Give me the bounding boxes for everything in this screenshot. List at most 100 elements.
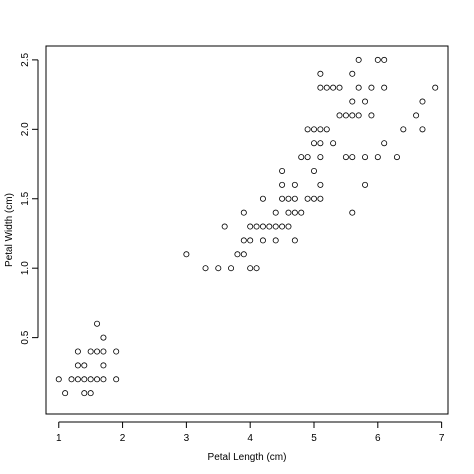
data-point (419, 126, 426, 133)
data-point (234, 251, 241, 258)
y-axis-title: Petal Width (cm) (4, 193, 15, 267)
data-point (400, 126, 407, 133)
data-point (247, 237, 254, 244)
x-tick-label: 4 (247, 433, 253, 444)
data-point (291, 181, 298, 188)
data-point (381, 56, 388, 63)
data-point (100, 362, 107, 369)
y-tick-label: 2.0 (20, 122, 31, 136)
data-point (349, 154, 356, 161)
data-point (342, 154, 349, 161)
data-point (279, 195, 286, 202)
data-point (94, 348, 101, 355)
data-point (266, 223, 273, 230)
data-point (285, 223, 292, 230)
data-point (317, 70, 324, 77)
data-point (419, 98, 426, 105)
data-point (228, 265, 235, 272)
data-point (253, 265, 260, 272)
x-tick-label: 2 (120, 433, 126, 444)
data-point (349, 98, 356, 105)
data-point (279, 181, 286, 188)
data-point (381, 84, 388, 91)
data-point (100, 376, 107, 383)
data-point (393, 154, 400, 161)
data-point (381, 140, 388, 147)
data-point (240, 251, 247, 258)
data-point (113, 376, 120, 383)
data-point (68, 376, 75, 383)
data-point (317, 126, 324, 133)
data-point (362, 154, 369, 161)
data-point (310, 167, 317, 174)
data-point (291, 237, 298, 244)
x-axis-title: Petal Length (cm) (208, 452, 287, 463)
points-layer (55, 56, 439, 397)
x-tick-label: 7 (439, 433, 445, 444)
y-tick-label: 0.5 (20, 330, 31, 344)
data-point (323, 126, 330, 133)
data-point (298, 154, 305, 161)
data-point (62, 390, 69, 397)
data-point (113, 348, 120, 355)
data-point (317, 140, 324, 147)
data-point (310, 195, 317, 202)
data-point (279, 223, 286, 230)
data-point (349, 209, 356, 216)
data-point (55, 376, 62, 383)
data-point (81, 376, 88, 383)
data-point (74, 348, 81, 355)
data-point (259, 223, 266, 230)
x-tick-label: 3 (184, 433, 190, 444)
y-tick-label: 1.5 (20, 191, 31, 205)
data-point (310, 126, 317, 133)
x-tick-label: 6 (375, 433, 381, 444)
data-point (74, 376, 81, 383)
data-point (355, 112, 362, 119)
data-point (87, 376, 94, 383)
data-point (336, 84, 343, 91)
data-point (304, 195, 311, 202)
data-point (355, 56, 362, 63)
data-point (259, 237, 266, 244)
data-point (368, 112, 375, 119)
data-point (362, 181, 369, 188)
data-point (291, 195, 298, 202)
data-point (323, 84, 330, 91)
data-point (336, 112, 343, 119)
data-point (183, 251, 190, 258)
data-point (355, 84, 362, 91)
data-point (362, 98, 369, 105)
data-point (272, 237, 279, 244)
data-point (374, 154, 381, 161)
data-point (94, 376, 101, 383)
data-point (285, 195, 292, 202)
data-point (87, 348, 94, 355)
data-point (81, 362, 88, 369)
data-point (272, 223, 279, 230)
data-point (374, 56, 381, 63)
data-point (215, 265, 222, 272)
data-point (317, 84, 324, 91)
data-point (81, 390, 88, 397)
plot-frame (45, 45, 449, 415)
data-point (330, 84, 337, 91)
y-tick-label: 1.0 (20, 261, 31, 275)
data-point (247, 223, 254, 230)
x-axis: 1 2 3 4 5 6 7 (56, 421, 445, 444)
x-tick-label: 5 (311, 433, 317, 444)
data-point (272, 209, 279, 216)
data-point (240, 209, 247, 216)
data-point (94, 320, 101, 327)
data-point (349, 70, 356, 77)
data-point (87, 390, 94, 397)
data-point (317, 195, 324, 202)
data-point (253, 223, 260, 230)
data-point (413, 112, 420, 119)
data-point (298, 209, 305, 216)
data-point (349, 112, 356, 119)
data-point (279, 167, 286, 174)
data-point (317, 181, 324, 188)
data-point (202, 265, 209, 272)
